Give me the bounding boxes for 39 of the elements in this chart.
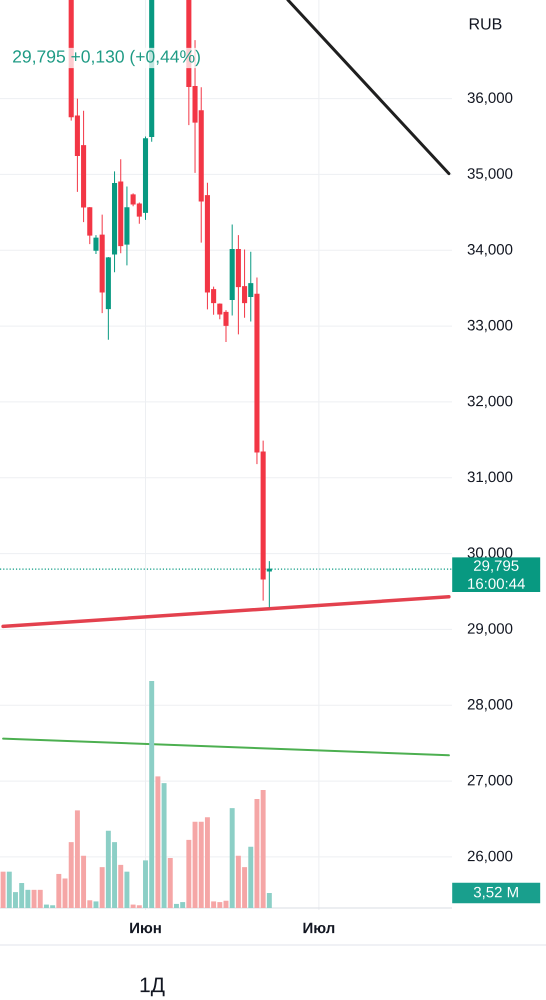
y-tick-label: 27,000: [468, 774, 512, 788]
y-tick-label: 29,000: [468, 623, 512, 636]
bar: [162, 783, 167, 908]
x-tick-label: Июл: [304, 922, 334, 934]
y-tick-label: 36,000: [468, 92, 512, 105]
y-tick-label: 32,000: [468, 396, 512, 408]
bar: [266, 893, 272, 908]
candlestick: [106, 256, 111, 340]
bar: [248, 846, 254, 908]
y-tick-label: 33,000: [468, 320, 512, 332]
candlestick: [230, 224, 235, 316]
text: 29,795 +0,130 (+0,44%): [13, 50, 200, 66]
bar: [0, 872, 6, 908]
ref-line-label: 29,795: [474, 560, 518, 573]
y-tick-label: 28,000: [468, 699, 512, 712]
text: 1Д: [140, 978, 165, 996]
candlestick: [87, 206, 92, 245]
candlestick: [142, 136, 148, 220]
candlestick: [100, 214, 105, 314]
bar: [230, 808, 235, 908]
y-tick-label: 35,000: [468, 168, 512, 181]
candlestick: [248, 251, 254, 322]
bar: [118, 864, 124, 908]
y-tick-label: 26,000: [468, 850, 512, 864]
bar: [93, 901, 98, 908]
candlestick: [118, 158, 124, 254]
x-tick-label: Июн: [130, 922, 161, 934]
bar: [155, 776, 160, 908]
bar: [100, 867, 105, 908]
bar: [168, 858, 173, 908]
text: 16:00:44: [468, 578, 525, 589]
text: 3,52 M: [474, 886, 518, 900]
y-tick-label: 34,000: [468, 244, 512, 256]
candlestick: [124, 186, 130, 266]
y-tick-label: 31,000: [468, 472, 512, 484]
candlestick: [93, 234, 99, 255]
text: RUB: [470, 18, 502, 30]
bar: [124, 872, 130, 908]
candlestick: [112, 170, 118, 273]
